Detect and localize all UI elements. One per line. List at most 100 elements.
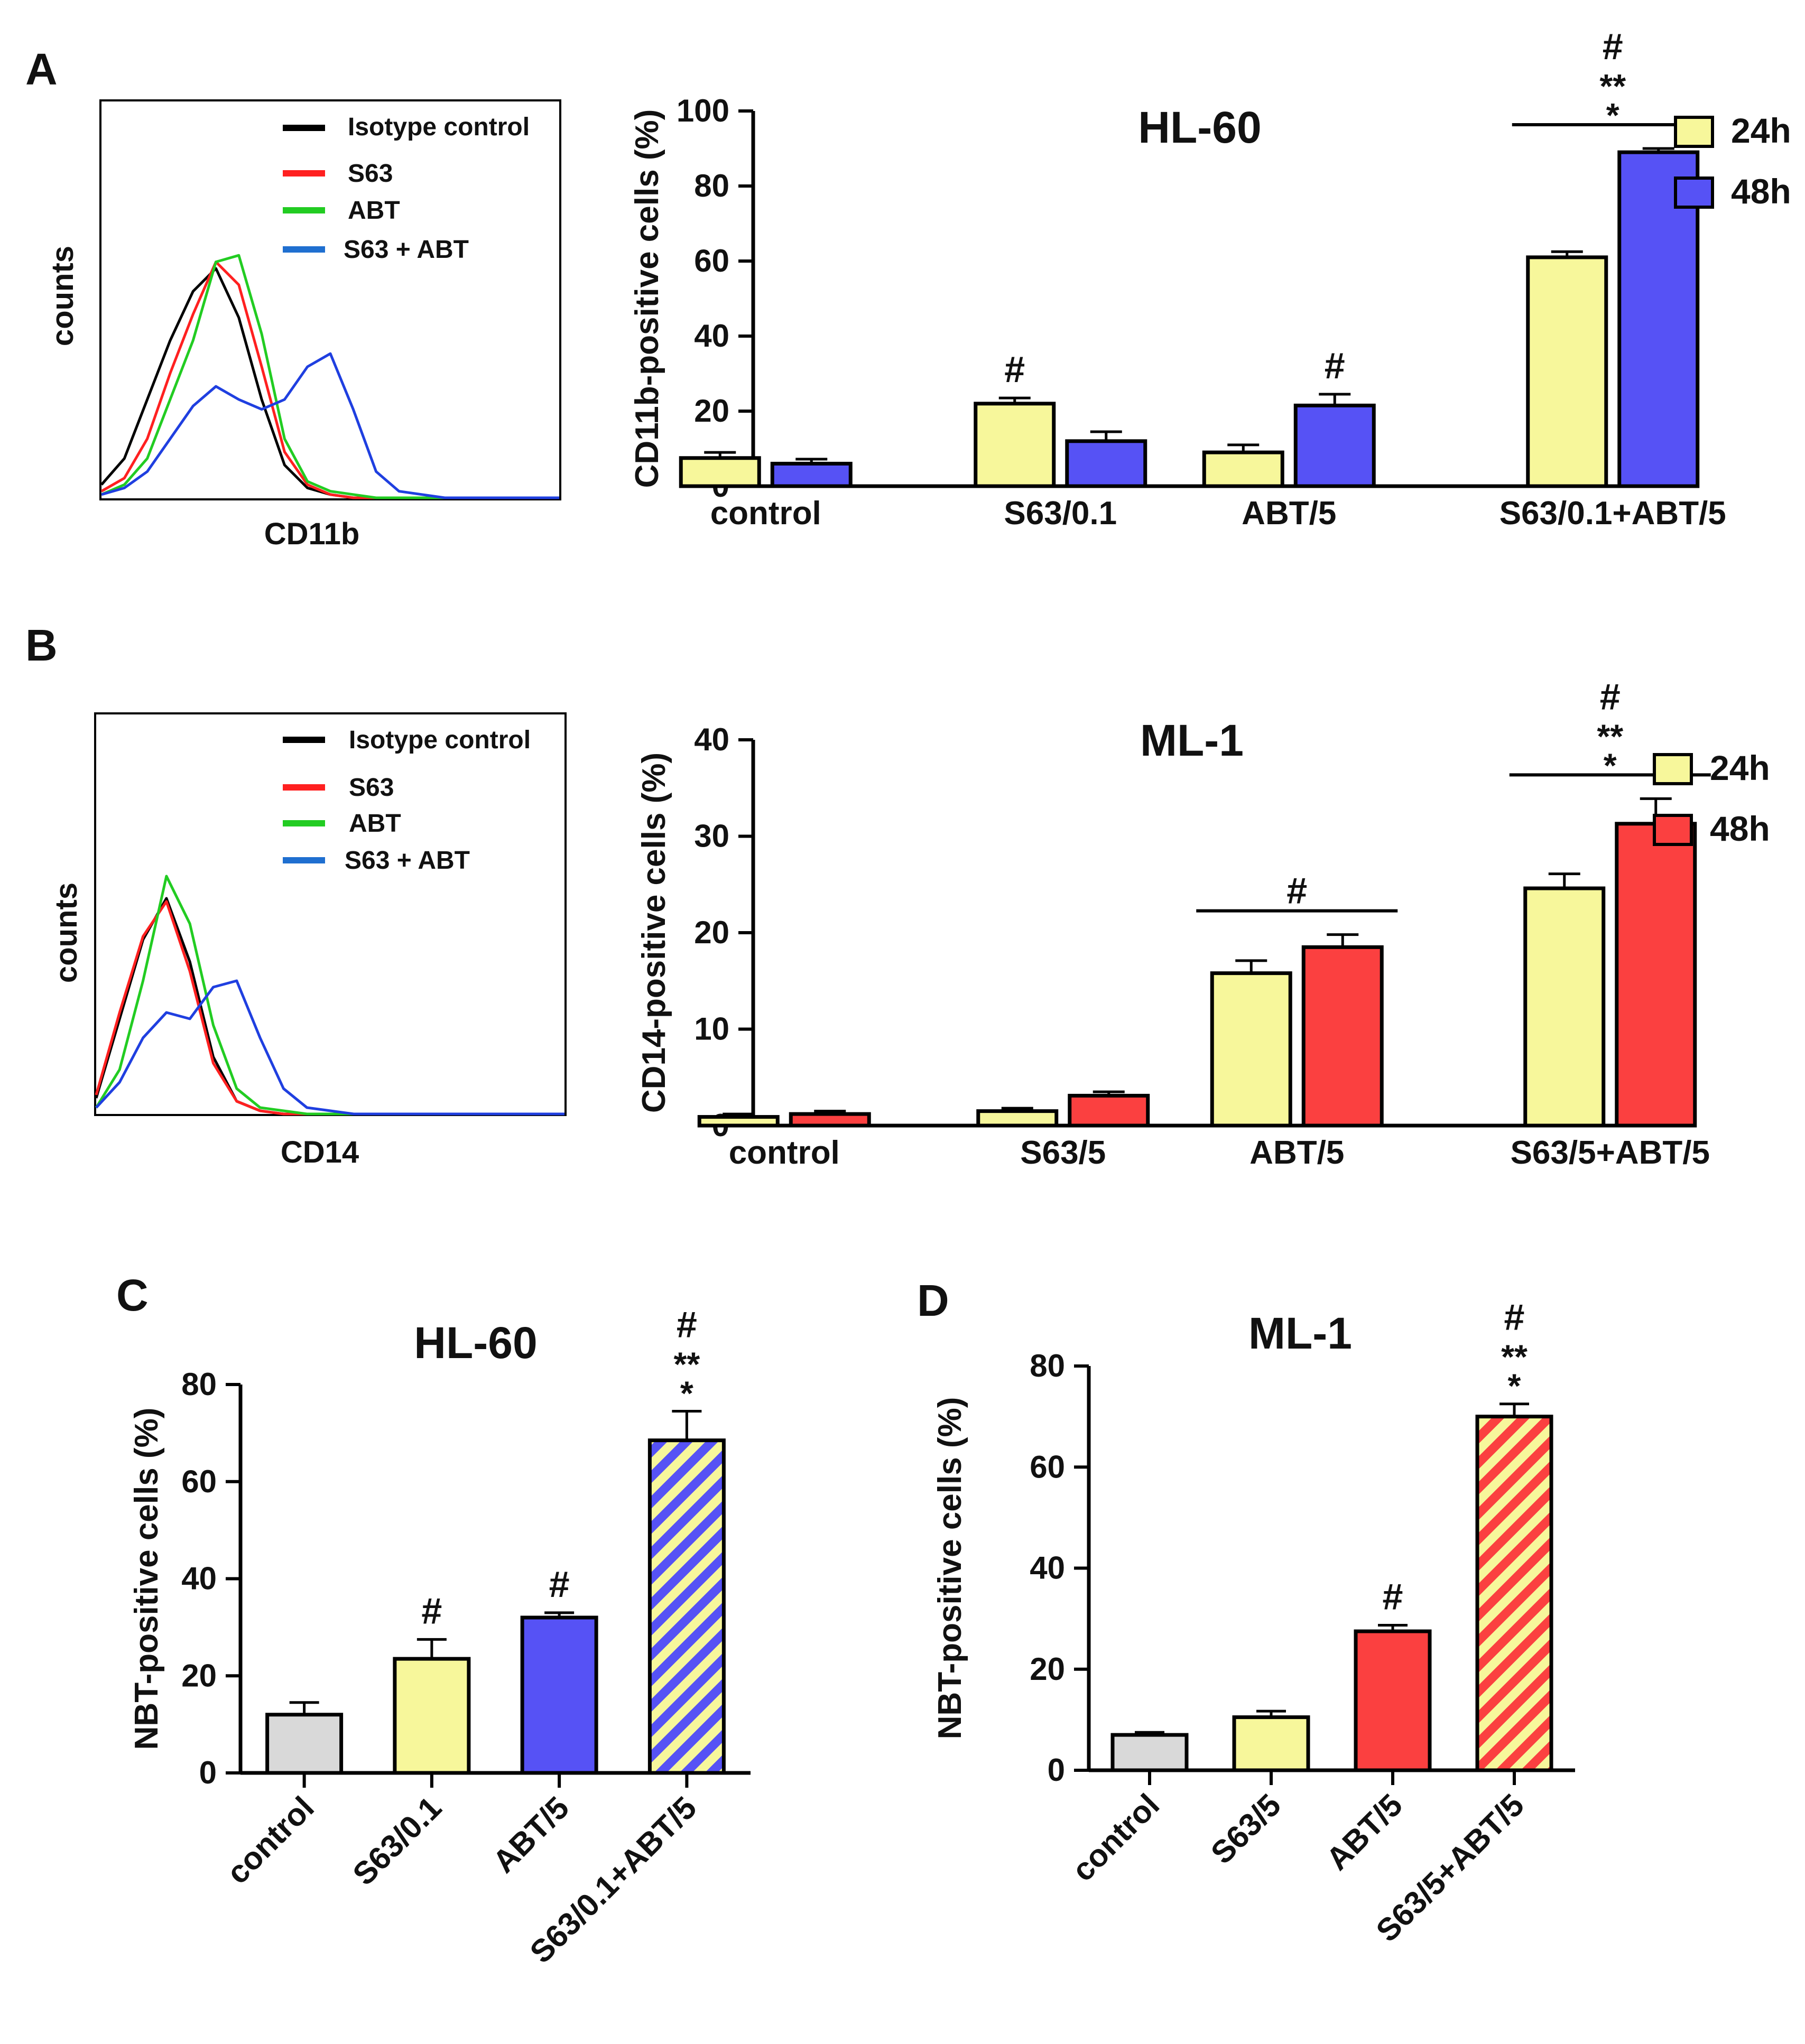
histogram-curve-s63 (100, 261, 559, 499)
y-tick-label: 60 (694, 243, 729, 278)
bar-abt-5-24h (1202, 450, 1284, 488)
panel-label-c: C (116, 1270, 149, 1320)
legend-label-isotype: Isotype control (348, 113, 530, 141)
bar-control-24h (697, 1115, 780, 1128)
y-tick-label: 30 (694, 819, 729, 854)
x-tick-label: ABT/5 (1319, 1787, 1409, 1877)
bar-s63-0-1-s63-0-1 (393, 1657, 471, 1775)
y-tick-label: 80 (694, 168, 729, 203)
histogram-curve-isotype-control (100, 267, 559, 499)
legend-label-24h: 24h (1710, 748, 1770, 787)
legend-swatch-48h (1674, 176, 1714, 209)
histogram-b-xlabel: CD14 (281, 1135, 359, 1169)
y-axis-title: NBT-positive cells (%) (932, 1397, 968, 1740)
bar-s63-5-48h (1068, 1093, 1150, 1128)
legend-label-abt: ABT (348, 197, 400, 225)
x-tick-label: control (710, 495, 821, 532)
significance-marker: # (1603, 26, 1623, 67)
x-tick-label: control (220, 1790, 321, 1891)
bar-abt-5-abt-5 (520, 1615, 598, 1775)
x-tick-label: ABT/5 (1242, 495, 1336, 532)
bar-s63-5-abt-5-48h (1615, 822, 1697, 1128)
significance-marker: # (1004, 349, 1025, 390)
histogram-curve-abt (95, 875, 564, 1116)
bar-chart-d: ML-1 0 20 40 60 80 NBT-positive cells (%) contr… (932, 1297, 1575, 1948)
histogram-curve-s63 (95, 900, 564, 1116)
y-tick-label: 20 (694, 393, 729, 429)
legend-label-s63: S63 (348, 160, 393, 188)
legend-label-s63-abt: S63 + ABT (345, 847, 470, 875)
significance-marker: * (1606, 96, 1619, 134)
histogram-a-curves (100, 254, 559, 499)
legend-swatch-24h (1674, 116, 1714, 148)
legend-swatch-24h (1653, 753, 1693, 785)
y-tick-label: 40 (1030, 1550, 1065, 1586)
bar-control-48h (770, 461, 853, 488)
bar-chart-a: HL-60020406080100CD11b-positive cells (%… (629, 26, 1791, 532)
legend-label-48h: 48h (1731, 172, 1791, 211)
chart-title: HL-60 (414, 1318, 537, 1368)
bar-s63-5-abt-5-s63-5-abt-5 (1475, 1415, 1553, 1772)
bar-control-control (265, 1713, 344, 1775)
y-tick-label: 60 (1030, 1449, 1065, 1484)
significance-marker: # (549, 1564, 570, 1605)
significance-marker: # (1600, 676, 1621, 717)
chart-title: ML-1 (1248, 1308, 1352, 1358)
legend-label-24h: 24h (1731, 111, 1791, 150)
x-tick-label: S63/0.1 (346, 1790, 448, 1892)
histogram-curve-s63-abt (95, 979, 564, 1116)
legend-label-isotype: Isotype control (349, 726, 531, 754)
y-axis-title: CD14-positive cells (%) (636, 752, 672, 1113)
bar-control-48h (789, 1112, 871, 1128)
x-tick-label: S63/5+ABT/5 (1511, 1135, 1710, 1171)
bar-chart-b: ML-1010203040CD14-positive cells (%)cont… (636, 676, 1770, 1171)
histogram-a-xlabel: CD11b (264, 517, 360, 551)
x-tick-label: S63/5 (1020, 1135, 1106, 1171)
histogram-a-frame (99, 99, 561, 500)
bar-s63-0-1-abt-5-s63-0-1-abt-5 (647, 1438, 726, 1775)
bar-abt-5-48h (1301, 945, 1384, 1128)
chart-title: ML-1 (1140, 716, 1244, 765)
y-tick-label: 80 (181, 1367, 217, 1402)
y-axis-title: CD11b-positive cells (%) (629, 109, 665, 488)
bar-s63-5-s63-5 (1232, 1715, 1310, 1772)
legend-label-s63-abt: S63 + ABT (344, 236, 469, 264)
bar-s63-5-24h (976, 1109, 1059, 1128)
legend-swatch-48h (1653, 814, 1693, 846)
legend-label-s63: S63 (349, 774, 394, 802)
x-tick-label: ABT/5 (486, 1790, 576, 1880)
panel-label-a: A (25, 44, 58, 94)
x-tick-label: S63/5 (1204, 1787, 1288, 1871)
bar-s63-0-1-abt-5-24h (1526, 255, 1608, 488)
significance-marker: # (1286, 870, 1307, 912)
chart-title: HL-60 (1138, 103, 1261, 152)
significance-marker: * (1508, 1367, 1521, 1405)
legend-label-48h: 48h (1710, 809, 1770, 848)
x-tick-label: S63/0.1 (1004, 495, 1117, 532)
x-tick-label: control (729, 1135, 840, 1171)
significance-marker: # (1504, 1297, 1525, 1338)
y-tick-label: 40 (694, 318, 729, 354)
y-tick-label: 10 (694, 1011, 729, 1047)
significance-marker: ** (1597, 717, 1623, 755)
significance-marker: * (680, 1374, 693, 1413)
y-axis-title: NBT-positive cells (%) (128, 1408, 165, 1750)
y-tick-label: 20 (1030, 1651, 1065, 1687)
y-tick-label: 0 (1048, 1752, 1065, 1788)
y-tick-label: 40 (694, 722, 729, 757)
histogram-b-frame (94, 712, 567, 1116)
histogram-a: Isotype control S63 ABT S63 + ABT counts… (45, 99, 561, 551)
histogram-a-legend: Isotype control S63 ABT S63 + ABT (283, 113, 530, 264)
y-tick-label: 0 (199, 1755, 217, 1790)
significance-marker: * (1604, 746, 1617, 784)
x-tick-label: S63/0.1+ABT/5 (1499, 495, 1726, 532)
bar-chart-c: HL-60 0 20 40 60 80 NBT-positive cells (%) cont… (128, 1304, 751, 1970)
histogram-b: Isotype control S63 ABT S63 + ABT counts… (49, 712, 567, 1169)
y-tick-label: 60 (181, 1464, 217, 1499)
bar-abt-5-abt-5 (1354, 1629, 1432, 1772)
histogram-b-curves (95, 875, 564, 1116)
histogram-b-ylabel: counts (49, 882, 84, 983)
bar-s63-0-1-48h (1065, 439, 1147, 488)
histogram-b-legend: Isotype control S63 ABT S63 + ABT (283, 726, 531, 875)
